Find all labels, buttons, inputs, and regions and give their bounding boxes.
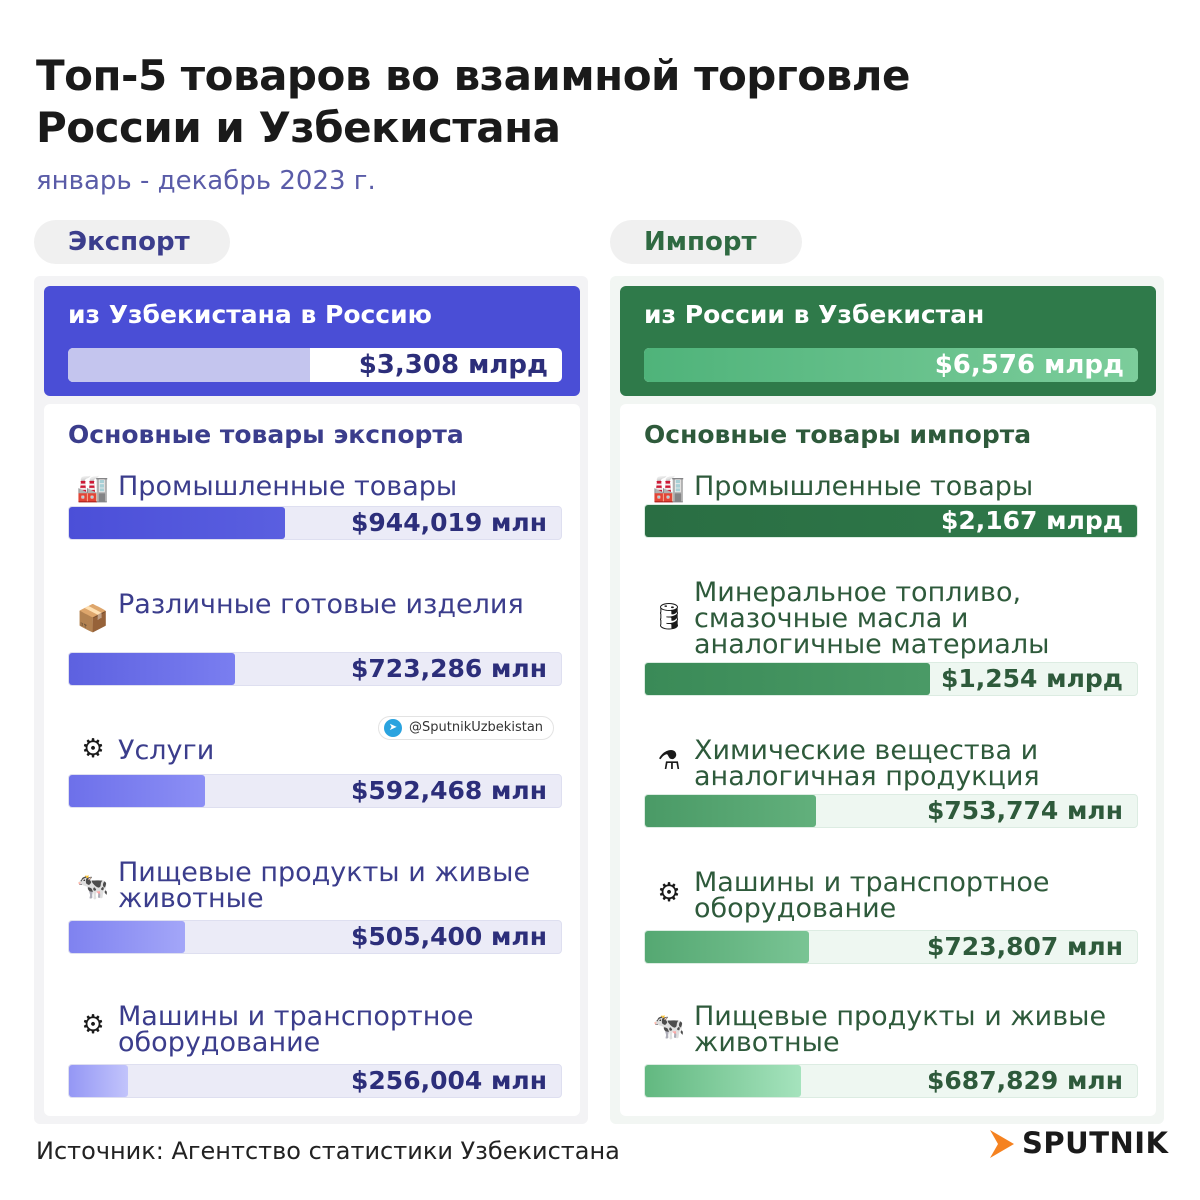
import-value-label: $2,167 млрд <box>940 506 1123 535</box>
export-category-label: Различные готовые изделия <box>118 589 524 620</box>
tire-icon: ⚙ <box>81 1010 105 1040</box>
sputnik-logo-icon <box>990 1130 1014 1158</box>
import-category-label: Промышленные товары <box>694 471 1034 502</box>
import-list: Основные товары импорта 🏭 Промышленные то… <box>620 404 1156 1116</box>
export-bar <box>69 507 285 539</box>
sputnik-logo-text: SPUTNIK <box>1022 1126 1169 1160</box>
tire-icon: ⚙ <box>657 878 681 908</box>
export-bar <box>69 653 235 685</box>
export-category-label: Машины и транспортное оборудование <box>118 1001 474 1058</box>
telegram-handle: @SputnikUzbekistan <box>409 720 544 735</box>
export-value-label: $592,468 млн <box>351 776 547 805</box>
export-value-label: $723,286 млн <box>351 654 547 683</box>
export-total-bar: $3,308 млрд <box>68 348 562 382</box>
export-total-value: $3,308 млрд <box>358 350 548 380</box>
subtitle: январь - декабрь 2023 г. <box>36 166 376 196</box>
import-category-label: Минеральное топливо, смазочные масла и а… <box>694 577 1050 660</box>
cow-icon: 🐄 <box>76 872 110 902</box>
import-category-label: Химические вещества и аналогичная продук… <box>694 735 1040 792</box>
export-value-label: $505,400 млн <box>351 922 547 951</box>
service-icon: ⚙ <box>81 734 105 764</box>
import-bar <box>645 663 930 695</box>
import-total-value: $6,576 млрд <box>934 350 1124 380</box>
factory-icon: 🏭 <box>652 474 686 504</box>
telegram-badge[interactable]: ➤ @SputnikUzbekistan <box>378 716 555 740</box>
barrel-icon: 🛢 <box>652 602 686 632</box>
import-bar <box>645 931 809 963</box>
export-value-label: $944,019 млн <box>351 508 547 537</box>
telegram-icon: ➤ <box>384 719 402 737</box>
tab-import: Импорт <box>610 220 802 264</box>
export-category-label: Услуги <box>118 735 215 766</box>
export-bar-track: $505,400 млн <box>68 920 562 954</box>
import-list-title: Основные товары импорта <box>644 420 1032 449</box>
factory-icon: 🏭 <box>76 474 110 504</box>
import-bar-track: $2,167 млрд <box>644 504 1138 538</box>
import-bar-track: $753,774 млн <box>644 794 1138 828</box>
boxes-icon: 📦 <box>76 604 110 634</box>
export-category-label: Промышленные товары <box>118 471 458 502</box>
export-total-box: из Узбекистана в Россию $3,308 млрд <box>44 286 580 396</box>
export-list: Основные товары экспорта 🏭 Промышленные т… <box>44 404 580 1116</box>
export-bar <box>69 1065 128 1097</box>
tab-export: Экспорт <box>34 220 230 264</box>
import-bar <box>645 1065 801 1097</box>
import-value-label: $1,254 млрд <box>940 664 1123 693</box>
export-total-bar-fill <box>68 348 310 382</box>
import-bar <box>645 795 816 827</box>
import-total-box: из России в Узбекистан $6,576 млрд <box>620 286 1156 396</box>
flask-icon: ⚗ <box>657 746 681 776</box>
export-bar <box>69 921 185 953</box>
export-bar-track: $592,468 млн <box>68 774 562 808</box>
import-category-label: Машины и транспортное оборудование <box>694 867 1050 924</box>
import-total-label: из России в Узбекистан <box>644 300 985 329</box>
export-bar <box>69 775 205 807</box>
import-bar-track: $1,254 млрд <box>644 662 1138 696</box>
export-bar-track: $723,286 млн <box>68 652 562 686</box>
sputnik-logo: SPUTNIK <box>986 1124 1169 1164</box>
page-title: Топ-5 товаров во взаимной торговле Росси… <box>36 50 1036 154</box>
import-total-bar: $6,576 млрд <box>644 348 1138 382</box>
import-value-label: $753,774 млн <box>927 796 1123 825</box>
export-list-title: Основные товары экспорта <box>68 420 464 449</box>
cow-icon: 🐄 <box>652 1012 686 1042</box>
import-value-label: $687,829 млн <box>927 1066 1123 1095</box>
title-line-1: Топ-5 товаров во взаимной торговле <box>36 51 910 100</box>
import-total-bar-fill <box>644 348 1138 382</box>
export-bar-track: $944,019 млн <box>68 506 562 540</box>
import-bar-track: $723,807 млн <box>644 930 1138 964</box>
import-bar-track: $687,829 млн <box>644 1064 1138 1098</box>
import-bar <box>645 505 1137 537</box>
import-value-label: $723,807 млн <box>927 932 1123 961</box>
export-total-label: из Узбекистана в Россию <box>68 300 432 329</box>
export-bar-track: $256,004 млн <box>68 1064 562 1098</box>
export-value-label: $256,004 млн <box>351 1066 547 1095</box>
export-category-label: Пищевые продукты и живые животные <box>118 857 531 914</box>
title-line-2: России и Узбекистана <box>36 103 561 152</box>
import-category-label: Пищевые продукты и живые животные <box>694 1001 1107 1058</box>
source-note: Источник: Агентство статистики Узбекиста… <box>36 1137 620 1165</box>
